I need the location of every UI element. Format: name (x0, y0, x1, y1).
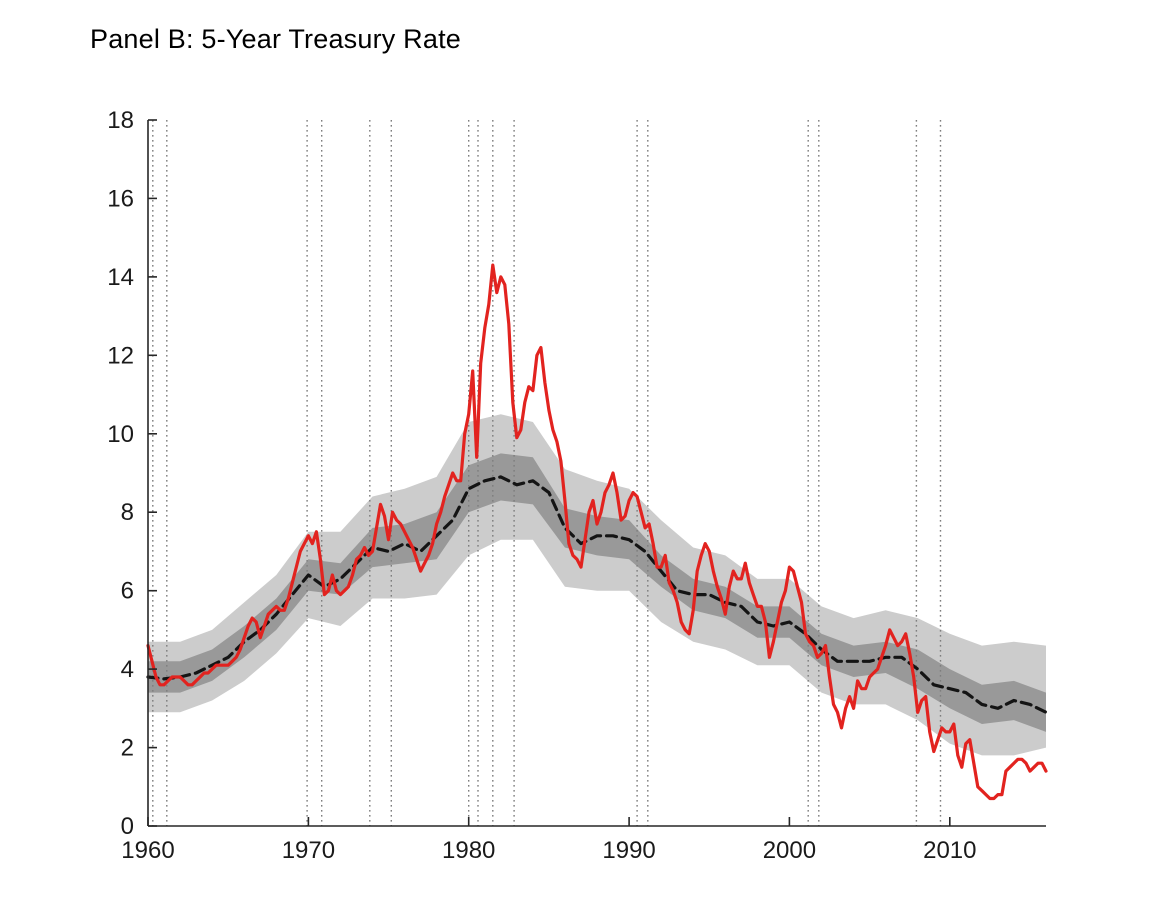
x-tick-label: 2000 (763, 837, 816, 864)
y-tick-label: 16 (107, 185, 134, 212)
x-tick-label: 2010 (923, 837, 976, 864)
x-tick-label: 1970 (282, 837, 335, 864)
axes: 0 2 4 6 8 10 12 14 16 18 1960 1970 1980 1990 2000 2010 (107, 107, 1046, 864)
y-tick-label: 12 (107, 342, 134, 369)
x-tick-label: 1960 (121, 837, 174, 864)
trend-estimate-line (146, 475, 1048, 714)
x-tick-label: 1980 (442, 837, 495, 864)
y-tick-label: 14 (107, 264, 134, 291)
y-tick-label: 0 (121, 813, 134, 840)
chart-title: Panel B: 5-Year Treasury Rate (90, 24, 461, 54)
y-tick-label: 8 (121, 499, 134, 526)
y-tick-label: 4 (121, 656, 134, 683)
y-tick-label: 10 (107, 421, 134, 448)
actual-5yr-treasury-rate-line (146, 263, 1048, 801)
confidence-bands (148, 414, 1046, 756)
x-tick-label: 1990 (602, 837, 655, 864)
outer-confidence-band (148, 414, 1046, 756)
y-tick-label: 6 (121, 578, 134, 605)
inner-confidence-band (148, 453, 1046, 732)
y-tick-label: 2 (121, 735, 134, 762)
y-tick-label: 18 (107, 107, 134, 134)
